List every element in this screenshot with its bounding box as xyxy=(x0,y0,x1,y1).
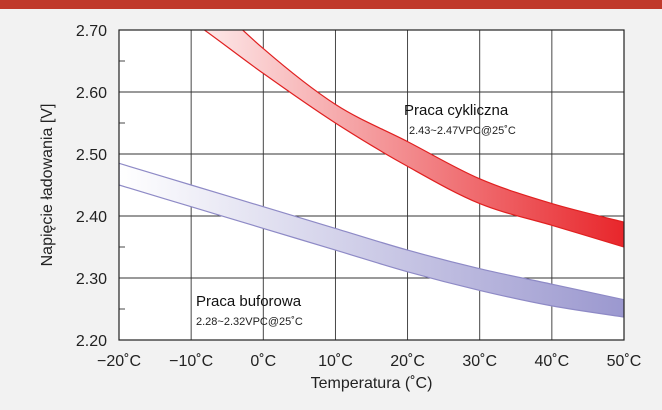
series-range-label: 2.43~2.47VPC@25˚C xyxy=(409,125,516,137)
y-tick-label: 2.60 xyxy=(76,85,107,102)
x-tick-label: 40˚C xyxy=(535,353,570,370)
series-name-label: Praca cykliczna xyxy=(404,102,509,119)
plot-border xyxy=(118,29,625,341)
y-tick-label: 2.70 xyxy=(76,23,107,40)
series-name-label: Praca buforowa xyxy=(196,293,302,310)
y-axis-label: Napięcie ładowania [V] xyxy=(39,104,56,267)
x-tick-label: 50˚C xyxy=(607,353,642,370)
series-band-cyclic xyxy=(203,30,624,248)
x-tick-label: 20˚C xyxy=(390,353,425,370)
series-band-float xyxy=(119,162,624,318)
y-tick-label: 2.30 xyxy=(76,271,107,288)
grid xyxy=(119,30,624,340)
y-tick-label: 2.20 xyxy=(76,333,107,350)
x-tick-label: −10˚C xyxy=(169,353,213,370)
y-tick-label: 2.40 xyxy=(76,209,107,226)
x-tick-label: 10˚C xyxy=(318,353,353,370)
x-tick-label: 0˚C xyxy=(250,353,276,370)
x-axis-label: Temperatura (˚C) xyxy=(311,375,433,392)
series-range-label: 2.28~2.32VPC@25˚C xyxy=(196,316,303,328)
x-tick-label: −20˚C xyxy=(97,353,141,370)
x-tick-label: 30˚C xyxy=(462,353,497,370)
top-banner xyxy=(0,0,662,9)
y-tick-label: 2.50 xyxy=(76,147,107,164)
